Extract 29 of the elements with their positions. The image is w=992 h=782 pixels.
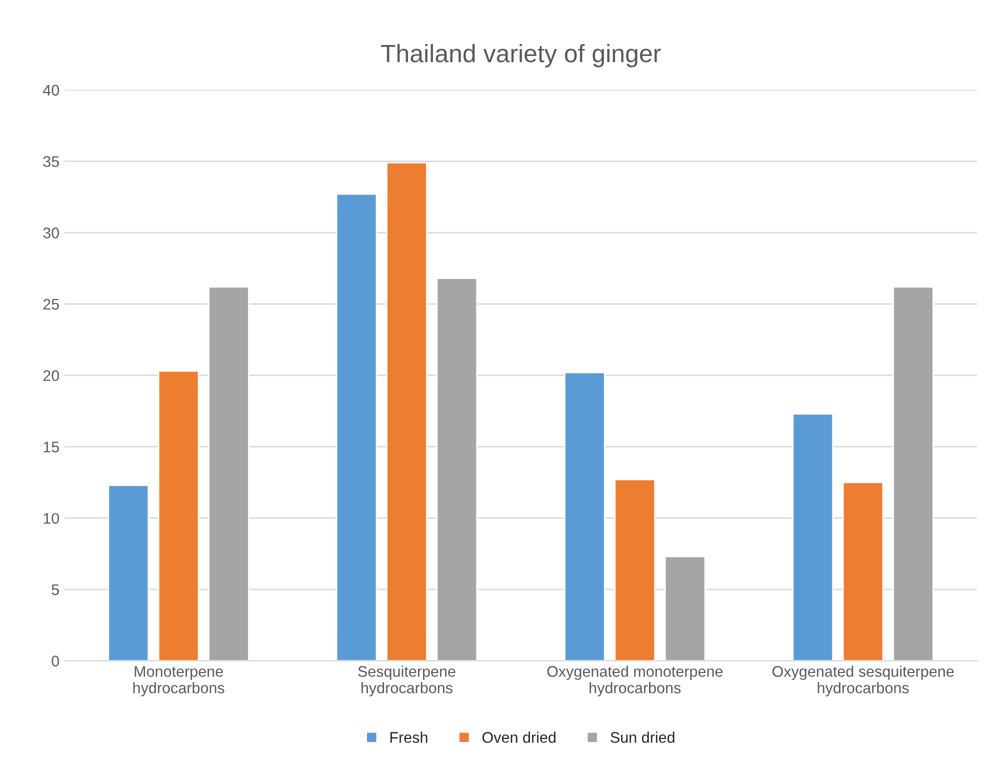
bar <box>892 286 934 661</box>
bar <box>208 286 250 661</box>
bar <box>386 162 428 661</box>
bar <box>158 370 200 661</box>
legend-label: Oven dried <box>482 732 556 743</box>
y-tick-label: 40 <box>42 84 60 96</box>
y-tick-label: 25 <box>43 298 59 310</box>
x-tick-label: Oxygenated monoterpene hydrocarbons <box>547 666 723 696</box>
bar <box>664 556 706 661</box>
bar <box>336 193 378 661</box>
x-tick-label: Sesquiterpene hydrocarbons <box>358 666 456 696</box>
bar <box>842 482 884 661</box>
y-tick-label: 15 <box>44 442 59 452</box>
y-tick-label: 35 <box>43 156 59 167</box>
x-tick-label: Monoterpene hydrocarbons <box>133 666 224 696</box>
y-tick-label: 5 <box>52 584 59 596</box>
chart-title: Thailand variety of ginger <box>381 44 661 68</box>
y-tick-label: 30 <box>43 228 60 238</box>
legend-label: Fresh <box>390 732 428 743</box>
bar <box>564 372 606 661</box>
bar <box>436 278 478 661</box>
x-tick-label: Oxygenated sesquiterpene hydrocarbons <box>772 666 954 696</box>
bar <box>792 413 834 661</box>
bar <box>108 484 150 661</box>
y-tick-label: 20 <box>43 370 60 382</box>
legend-label: Sun dried <box>610 732 674 743</box>
bar <box>614 478 656 661</box>
y-tick-label: 10 <box>44 512 60 524</box>
y-tick-label: 0 <box>52 656 60 666</box>
